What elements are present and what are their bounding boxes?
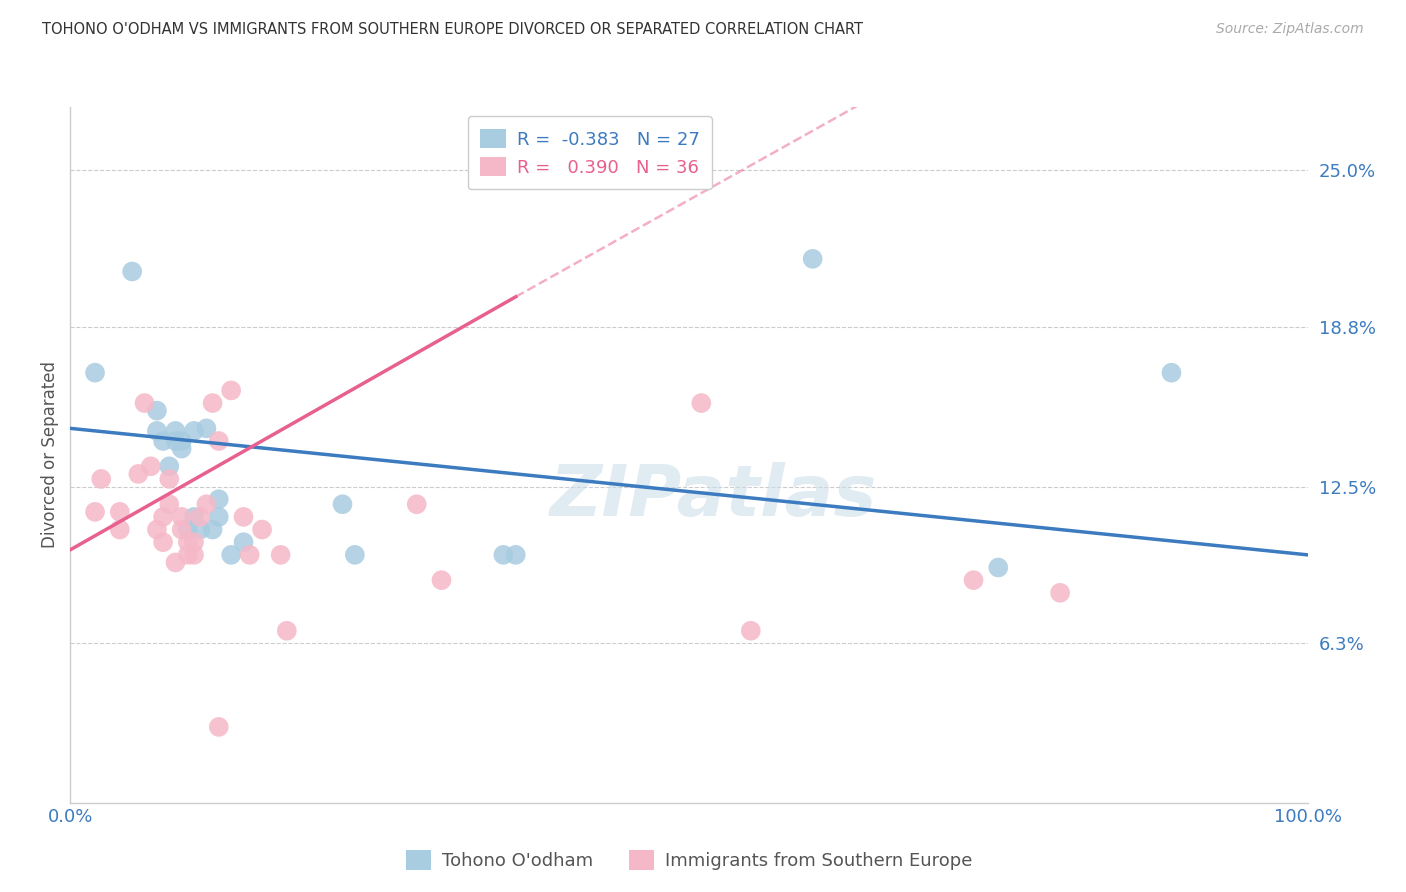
Point <box>157 472 180 486</box>
Point <box>250 523 273 537</box>
Text: Source: ZipAtlas.com: Source: ZipAtlas.com <box>1216 22 1364 37</box>
Point <box>152 535 174 549</box>
Point <box>219 548 242 562</box>
Point <box>690 396 713 410</box>
Point <box>201 396 224 410</box>
Point <box>492 548 515 562</box>
Point <box>430 573 453 587</box>
Point <box>962 573 984 587</box>
Point <box>183 509 205 524</box>
Point <box>801 252 824 266</box>
Point <box>127 467 149 481</box>
Point <box>121 264 143 278</box>
Point <box>152 434 174 448</box>
Point <box>505 548 527 562</box>
Point <box>84 366 107 380</box>
Point <box>405 497 427 511</box>
Point <box>343 548 366 562</box>
Point <box>188 523 211 537</box>
Text: ZIPatlas: ZIPatlas <box>550 462 877 531</box>
Point <box>177 535 200 549</box>
Point <box>177 523 200 537</box>
Point <box>276 624 298 638</box>
Point <box>108 505 131 519</box>
Point <box>108 523 131 537</box>
Point <box>332 497 354 511</box>
Point <box>170 434 193 448</box>
Point <box>183 424 205 438</box>
Point <box>165 434 187 448</box>
Point <box>201 523 224 537</box>
Point <box>188 509 211 524</box>
Point <box>208 434 231 448</box>
Point <box>146 523 169 537</box>
Point <box>146 403 169 417</box>
Point <box>157 459 180 474</box>
Point <box>165 424 187 438</box>
Point <box>219 384 242 398</box>
Point <box>90 472 112 486</box>
Point <box>208 720 231 734</box>
Point <box>232 535 254 549</box>
Point <box>139 459 162 474</box>
Point <box>232 509 254 524</box>
Point <box>157 497 180 511</box>
Point <box>195 421 218 435</box>
Point <box>84 505 107 519</box>
Point <box>740 624 762 638</box>
Point <box>208 492 231 507</box>
Legend: Tohono O'odham, Immigrants from Southern Europe: Tohono O'odham, Immigrants from Southern… <box>398 843 980 877</box>
Point <box>1160 366 1182 380</box>
Point <box>152 509 174 524</box>
Point <box>270 548 292 562</box>
Point <box>195 497 218 511</box>
Y-axis label: Divorced or Separated: Divorced or Separated <box>41 361 59 549</box>
Point <box>183 535 205 549</box>
Point <box>177 548 200 562</box>
Point <box>134 396 156 410</box>
Point <box>1049 586 1071 600</box>
Point <box>987 560 1010 574</box>
Point <box>208 509 231 524</box>
Point <box>146 424 169 438</box>
Point <box>170 442 193 456</box>
Point <box>183 548 205 562</box>
Point <box>170 509 193 524</box>
Point <box>239 548 262 562</box>
Text: TOHONO O'ODHAM VS IMMIGRANTS FROM SOUTHERN EUROPE DIVORCED OR SEPARATED CORRELAT: TOHONO O'ODHAM VS IMMIGRANTS FROM SOUTHE… <box>42 22 863 37</box>
Point <box>165 556 187 570</box>
Point <box>170 523 193 537</box>
